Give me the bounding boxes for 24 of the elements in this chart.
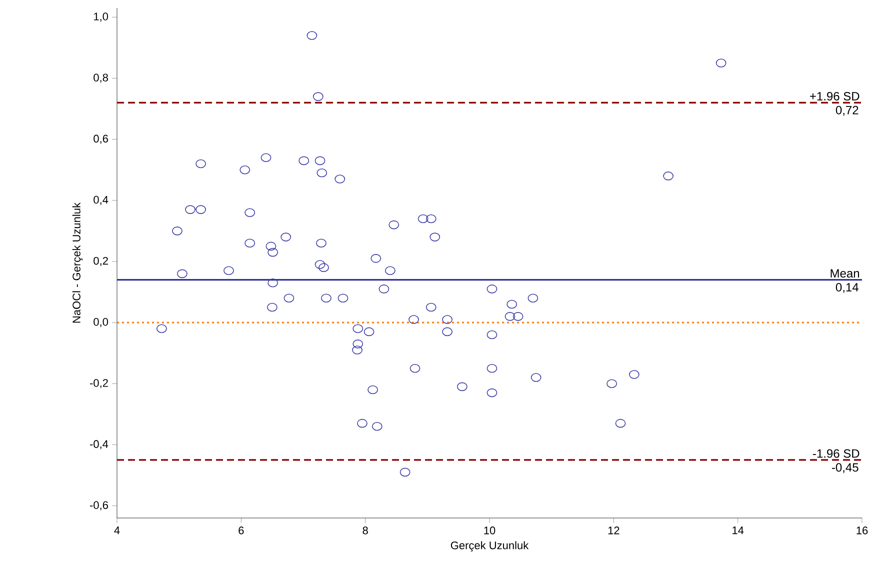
y-tick-label: -0,4: [90, 440, 108, 450]
x-tick-label: 12: [608, 526, 620, 534]
ref-line-label: Mean: [830, 269, 860, 278]
x-tick-label: 6: [238, 526, 244, 534]
annotation: -0,45: [832, 463, 858, 474]
x-tick-label: 10: [484, 526, 496, 534]
ref-line-label: +1.96 SD: [810, 92, 860, 100]
x-tick-label: 16: [856, 526, 868, 534]
y-axis-title: NaOCl - Gerçek Uzunluk: [72, 202, 83, 323]
y-tick-label: 1,0: [94, 12, 108, 22]
y-tick-label: 0,0: [94, 318, 108, 328]
ref-line-label: -1.96 SD: [812, 449, 860, 458]
y-tick-label: 0,2: [94, 256, 108, 266]
annotation: 0,14: [836, 283, 858, 293]
y-tick-label: 0,4: [94, 196, 108, 205]
x-tick-label: 8: [362, 526, 368, 534]
x-tick-label: 14: [732, 526, 744, 534]
annotation: 0,72: [836, 106, 858, 116]
y-tick-label: 0,8: [94, 74, 108, 83]
x-axis-title: Gerçek Uzunluk: [450, 541, 529, 552]
y-tick-label: -0,6: [90, 501, 108, 510]
y-tick-label: -0,2: [90, 379, 108, 388]
y-tick-label: 0,6: [94, 134, 108, 144]
x-tick-label: 4: [114, 526, 120, 534]
